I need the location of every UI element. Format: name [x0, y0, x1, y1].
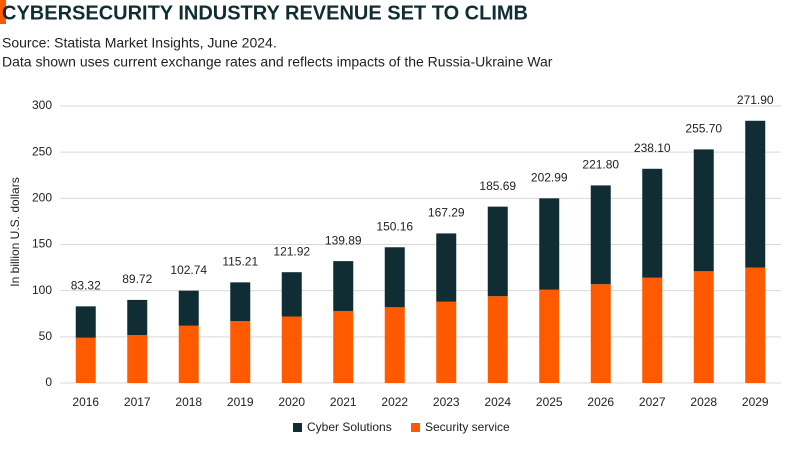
bar-segment: [281, 272, 302, 317]
x-tick-label: 2029: [742, 395, 769, 409]
x-tick-label: 2023: [433, 395, 460, 409]
subtitle: Source: Statista Market Insights, June 2…: [2, 35, 277, 51]
bar-segment: [178, 290, 199, 326]
bar-segment: [127, 334, 148, 383]
bar-segment: [281, 316, 302, 383]
bar-segment: [487, 296, 508, 383]
x-tick-label: 2019: [227, 395, 254, 409]
x-tick-label: 2022: [381, 395, 408, 409]
total-label: 139.89: [325, 233, 362, 247]
total-label: 221.80: [582, 158, 619, 172]
bar-segment: [436, 301, 457, 383]
bar-segment: [333, 310, 354, 383]
bar-segment: [436, 233, 457, 302]
bar-segment: [178, 325, 199, 383]
bar-segment: [693, 271, 714, 383]
bar-segment: [590, 185, 611, 285]
bar-segment: [745, 267, 766, 383]
total-label: 115.21: [222, 255, 258, 269]
bar-segment: [539, 198, 560, 290]
legend-label: Security service: [425, 420, 510, 434]
x-tick-label: 2027: [639, 395, 666, 409]
total-label: 150.16: [376, 219, 413, 233]
bar-segment: [75, 337, 96, 383]
x-tick-label: 2017: [124, 395, 151, 409]
bar-segment: [230, 282, 251, 322]
bar-segment: [539, 289, 560, 383]
y-tick-label: 100: [32, 283, 52, 297]
x-tick-label: 2026: [587, 395, 614, 409]
y-tick-label: 300: [32, 98, 52, 112]
legend-swatch: [411, 423, 420, 432]
bar-segment: [642, 277, 663, 383]
y-tick-label: 0: [45, 375, 52, 389]
x-tick-label: 2021: [330, 395, 357, 409]
total-label: 238.10: [634, 141, 671, 155]
x-tick-label: 2024: [484, 395, 511, 409]
total-label: 121.92: [273, 244, 310, 258]
x-tick-label: 2020: [278, 395, 305, 409]
bar-segment: [384, 247, 405, 308]
bar-segment: [642, 168, 663, 278]
chart-title: CYBERSECURITY INDUSTRY REVENUE SET TO CL…: [2, 2, 528, 24]
bar-segment: [745, 120, 766, 268]
total-label: 102.74: [170, 263, 207, 277]
total-label: 255.70: [685, 122, 722, 136]
subtitle: Data shown uses current exchange rates a…: [2, 54, 553, 70]
bar-segment: [693, 149, 714, 272]
bar-segment: [487, 206, 508, 297]
x-tick-label: 2025: [536, 395, 563, 409]
y-axis-label: In billion U.S. dollars: [8, 177, 22, 286]
bar-segment: [333, 261, 354, 311]
x-tick-label: 2016: [72, 395, 99, 409]
legend-label: Cyber Solutions: [307, 420, 392, 434]
total-label: 202.99: [531, 171, 568, 185]
y-tick-label: 150: [32, 237, 52, 251]
x-tick-label: 2028: [690, 395, 717, 409]
y-tick-label: 200: [32, 191, 52, 205]
total-label: 83.32: [71, 279, 101, 293]
y-tick-label: 250: [32, 144, 52, 158]
bar-segment: [590, 284, 611, 383]
legend-swatch: [293, 423, 302, 432]
total-label: 185.69: [479, 179, 516, 193]
bar-segment: [230, 321, 251, 383]
total-label: 271.90: [737, 93, 774, 107]
y-tick-label: 50: [39, 329, 53, 343]
x-tick-label: 2018: [175, 395, 202, 409]
bar-segment: [127, 299, 148, 335]
total-label: 167.29: [428, 206, 465, 220]
bar-segment: [75, 306, 96, 338]
bar-segment: [384, 307, 405, 383]
title-accent: [0, 0, 6, 24]
total-label: 89.72: [122, 272, 152, 286]
